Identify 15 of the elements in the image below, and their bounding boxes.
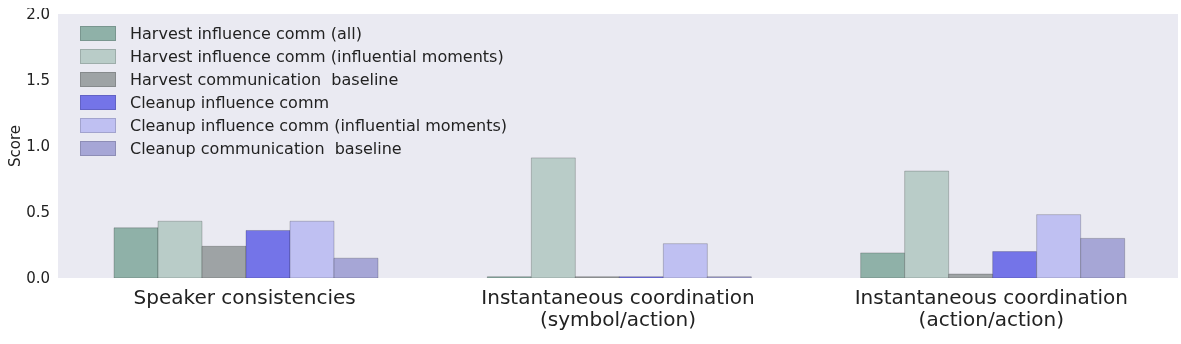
- legend-label: Cleanup influence comm (influential moments): [130, 116, 508, 135]
- y-tick-label: 1.0: [26, 137, 50, 156]
- legend-label: Harvest influence comm (all): [130, 24, 362, 43]
- legend-label: Harvest influence comm (influential moments): [130, 47, 504, 66]
- legend-label: Cleanup communication baseline: [130, 139, 402, 158]
- y-tick-label: 1.5: [26, 71, 50, 90]
- y-tick-label: 0.5: [26, 203, 50, 222]
- x-tick-label: Instantaneous coordination (symbol/action): [481, 285, 755, 331]
- legend-label: Cleanup influence comm: [130, 93, 330, 112]
- y-tick-label: 0.0: [26, 269, 50, 288]
- y-tick-label: 2.0: [26, 5, 50, 24]
- x-tick-label: Speaker consistencies: [133, 285, 356, 309]
- x-tick-label: Instantaneous coordination (action/action): [854, 285, 1129, 331]
- legend-label: Harvest communication baseline: [130, 70, 399, 89]
- y-axis-title: Score: [6, 124, 25, 168]
